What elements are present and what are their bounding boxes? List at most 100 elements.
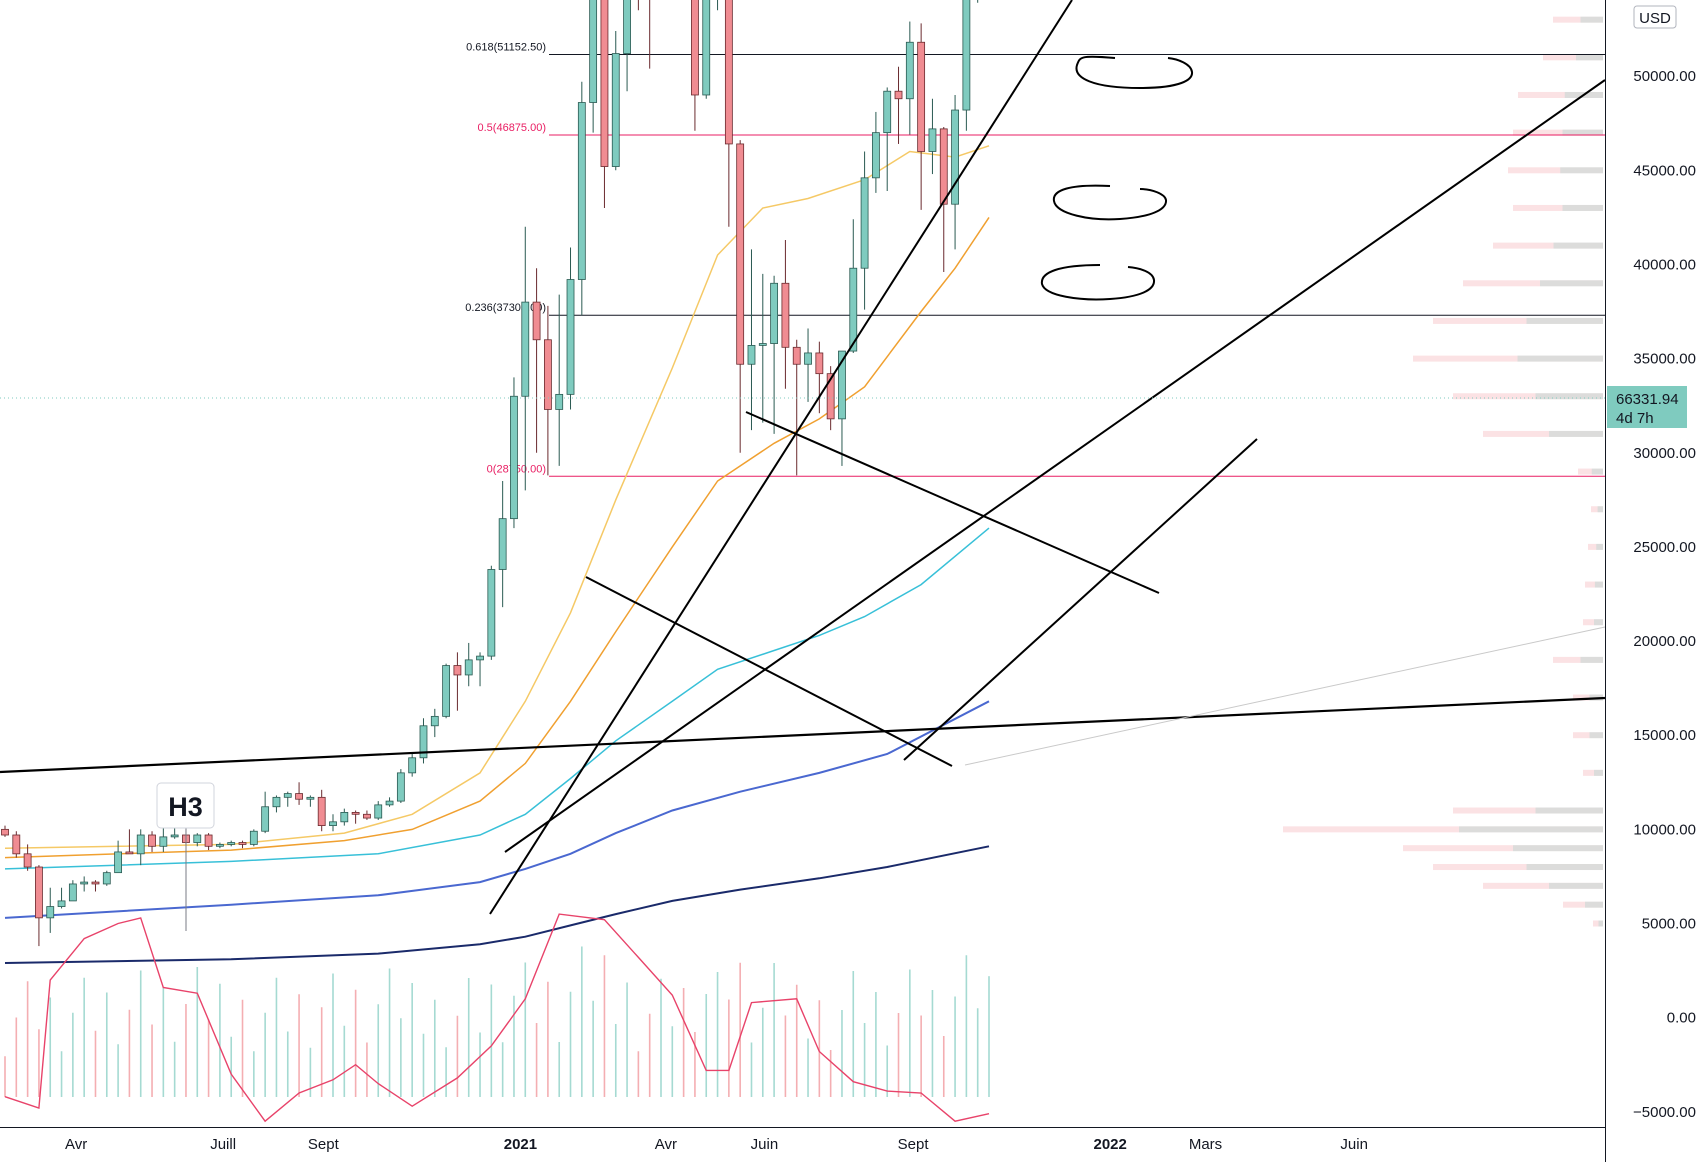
- h3-callout-box[interactable]: [156, 782, 215, 829]
- candle-body[interactable]: [860, 177, 869, 269]
- candle-body[interactable]: [159, 836, 168, 847]
- candle-up[interactable]: [408, 754, 417, 777]
- target-ellipse[interactable]: [1075, 55, 1193, 90]
- candle-down[interactable]: [23, 844, 32, 871]
- candle-down[interactable]: [125, 829, 134, 855]
- candle-down[interactable]: [295, 782, 303, 805]
- target-ellipse[interactable]: [1052, 184, 1167, 221]
- candle-body[interactable]: [317, 796, 326, 826]
- candle-body[interactable]: [114, 851, 123, 874]
- candle-down[interactable]: [736, 140, 745, 453]
- candle-up[interactable]: [623, 0, 631, 92]
- candle-down[interactable]: [691, 0, 699, 131]
- candle-up[interactable]: [419, 718, 428, 764]
- candle-up[interactable]: [498, 480, 507, 608]
- candle-body[interactable]: [849, 267, 858, 352]
- candle-body[interactable]: [249, 830, 258, 845]
- candle-up[interactable]: [193, 833, 202, 847]
- candle-body[interactable]: [193, 834, 202, 843]
- candle-up[interactable]: [476, 652, 484, 687]
- candle-body[interactable]: [442, 665, 451, 717]
- candle-body[interactable]: [894, 90, 903, 100]
- candle-down[interactable]: [35, 865, 43, 947]
- candle-body[interactable]: [227, 842, 236, 845]
- candle-up[interactable]: [68, 880, 77, 902]
- candle-body[interactable]: [543, 339, 552, 410]
- candles[interactable]: [1, 0, 993, 947]
- candle-body[interactable]: [724, 0, 733, 145]
- candle-body[interactable]: [340, 812, 349, 823]
- candle-up[interactable]: [80, 876, 89, 892]
- candle-down[interactable]: [91, 880, 100, 892]
- candle-down[interactable]: [363, 810, 371, 820]
- candle-up[interactable]: [306, 795, 315, 807]
- candle-down[interactable]: [826, 366, 835, 431]
- candle-body[interactable]: [792, 346, 801, 365]
- candle-body[interactable]: [905, 41, 914, 100]
- candle-down[interactable]: [532, 268, 541, 453]
- candle-up[interactable]: [57, 887, 66, 909]
- candle-body[interactable]: [476, 655, 484, 661]
- candle-up[interactable]: [883, 87, 892, 192]
- candle-up[interactable]: [521, 226, 530, 491]
- candle-up[interactable]: [340, 808, 349, 826]
- candle-body[interactable]: [385, 800, 394, 806]
- candle-up[interactable]: [487, 565, 496, 660]
- candle-body[interactable]: [261, 806, 270, 832]
- candle-body[interactable]: [747, 345, 756, 365]
- candle-body[interactable]: [57, 900, 66, 907]
- time-axis[interactable]: Avr Juill Sept 2021 Avr Juin Sept 2022 Mars Juin: [0, 1127, 1605, 1154]
- candle-up[interactable]: [396, 769, 405, 803]
- candle-up[interactable]: [283, 791, 292, 807]
- candle-body[interactable]: [283, 793, 292, 798]
- candle-body[interactable]: [35, 866, 43, 919]
- trendline[interactable]: [0, 696, 1606, 774]
- candle-body[interactable]: [589, 0, 598, 103]
- candle-down[interactable]: [148, 831, 156, 852]
- candle-body[interactable]: [464, 659, 473, 676]
- candle-up[interactable]: [962, 0, 971, 131]
- candle-up[interactable]: [770, 275, 779, 434]
- candle-body[interactable]: [566, 279, 575, 395]
- candle-body[interactable]: [374, 804, 383, 819]
- candle-up[interactable]: [114, 840, 123, 874]
- candle-body[interactable]: [623, 0, 631, 54]
- candle-up[interactable]: [577, 81, 586, 316]
- candle-body[interactable]: [238, 842, 247, 845]
- candle-up[interactable]: [804, 328, 812, 402]
- trendline-faint[interactable]: [964, 626, 1606, 766]
- candle-body[interactable]: [23, 853, 32, 868]
- candle-up[interactable]: [860, 151, 869, 310]
- candle-up[interactable]: [261, 791, 270, 834]
- candle-down[interactable]: [1, 825, 9, 837]
- candle-body[interactable]: [600, 0, 609, 167]
- target-ellipse[interactable]: [1040, 264, 1155, 301]
- candle-body[interactable]: [125, 851, 134, 855]
- candle-up[interactable]: [442, 663, 451, 719]
- candle-body[interactable]: [781, 282, 790, 348]
- candle-up[interactable]: [46, 887, 55, 933]
- candle-body[interactable]: [521, 301, 530, 397]
- candle-body[interactable]: [136, 834, 145, 855]
- candle-body[interactable]: [1, 828, 9, 836]
- candle-up[interactable]: [215, 842, 224, 849]
- last-price-tag[interactable]: [1607, 386, 1687, 428]
- candle-body[interactable]: [91, 881, 100, 885]
- candle-body[interactable]: [770, 282, 779, 344]
- candle-body[interactable]: [419, 725, 428, 759]
- candle-up[interactable]: [329, 814, 337, 832]
- candle-up[interactable]: [136, 829, 145, 866]
- candle-body[interactable]: [951, 109, 959, 205]
- candle-up[interactable]: [566, 247, 575, 410]
- candle-down[interactable]: [543, 305, 552, 476]
- candle-body[interactable]: [883, 90, 892, 134]
- candle-up[interactable]: [928, 98, 937, 175]
- candle-body[interactable]: [46, 906, 55, 919]
- candle-body[interactable]: [804, 352, 812, 365]
- candle-body[interactable]: [68, 883, 77, 902]
- candle-body[interactable]: [80, 881, 89, 885]
- currency-box[interactable]: [1633, 5, 1677, 29]
- candle-body[interactable]: [396, 772, 405, 802]
- candle-up[interactable]: [272, 795, 281, 813]
- candle-up[interactable]: [871, 111, 880, 193]
